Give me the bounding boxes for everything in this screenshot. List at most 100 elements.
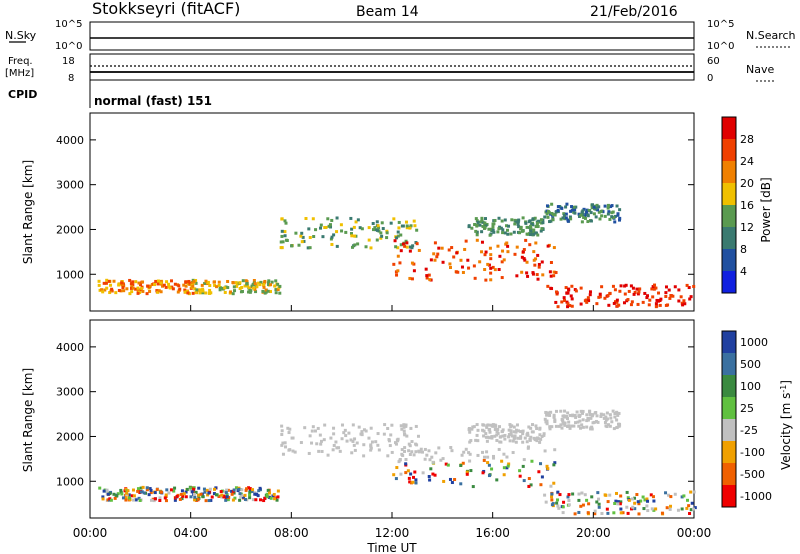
scatter-mark <box>647 303 651 307</box>
scatter-mark <box>163 496 167 500</box>
scatter-mark <box>587 299 591 303</box>
scatter-mark <box>567 493 571 497</box>
scatter-mark <box>526 274 530 278</box>
scatter-mark <box>275 498 279 502</box>
scatter-mark <box>636 302 640 306</box>
scatter-mark <box>682 299 686 303</box>
scatter-mark <box>280 443 284 447</box>
scatter-mark <box>440 246 444 250</box>
scatter-mark <box>108 291 112 295</box>
scatter-mark <box>693 506 697 510</box>
scatter-mark <box>516 436 520 440</box>
scatter-mark <box>566 302 570 306</box>
scatter-mark <box>306 246 310 250</box>
scatter-mark <box>156 279 160 283</box>
scatter-mark <box>583 216 587 220</box>
scatter-mark <box>218 494 222 498</box>
scatter-mark <box>603 214 607 218</box>
scatter-mark <box>553 448 557 452</box>
scatter-mark <box>131 283 135 287</box>
scatter-mark <box>120 283 124 287</box>
scatter-mark <box>396 254 400 258</box>
scatter-mark <box>461 270 465 274</box>
scatter-mark <box>431 472 435 476</box>
scatter-mark <box>110 287 114 291</box>
scatter-mark <box>349 216 353 220</box>
scatter-mark <box>524 221 528 225</box>
scatter-mark <box>531 272 535 276</box>
scatter-mark <box>413 224 417 228</box>
scatter-mark <box>354 220 358 224</box>
scatter-mark <box>568 304 572 308</box>
scatter-mark <box>169 279 173 283</box>
scatter-mark <box>509 429 513 433</box>
scatter-mark <box>609 416 613 420</box>
scatter-mark <box>592 420 596 424</box>
scatter-mark <box>475 224 479 228</box>
power-colorbar-cell <box>722 161 736 183</box>
scatter-mark <box>553 420 557 424</box>
scatter-mark <box>595 302 599 306</box>
scatter-mark <box>536 253 540 257</box>
scatter-mark <box>351 439 355 443</box>
scatter-mark <box>550 498 554 502</box>
scatter-mark <box>482 458 486 462</box>
scatter-mark <box>206 493 210 497</box>
scatter-mark <box>101 497 105 501</box>
scatter-mark <box>116 492 120 496</box>
scatter-mark <box>658 303 662 307</box>
scatter-mark <box>456 270 460 274</box>
scatter-mark <box>421 450 425 454</box>
scatter-mark <box>595 500 599 504</box>
scatter-mark <box>496 428 500 432</box>
y-tick-label: 1000 <box>56 268 84 281</box>
scatter-mark <box>149 488 153 492</box>
scatter-mark <box>493 268 497 272</box>
scatter-mark <box>574 289 578 293</box>
scatter-mark <box>113 496 117 500</box>
scatter-mark <box>623 292 627 296</box>
scatter-mark <box>689 508 693 512</box>
scatter-mark <box>230 492 234 496</box>
scatter-mark <box>284 445 288 449</box>
scatter-mark <box>128 278 132 282</box>
scatter-mark <box>291 449 295 453</box>
scatter-mark <box>367 436 371 440</box>
scatter-mark <box>153 497 157 501</box>
scatter-mark <box>489 278 493 282</box>
scatter-mark <box>615 204 619 208</box>
scatter-mark <box>548 413 552 417</box>
scatter-mark <box>193 498 197 502</box>
scatter-mark <box>225 488 229 492</box>
scatter-mark <box>399 243 403 247</box>
scatter-mark <box>483 253 487 257</box>
scatter-mark <box>269 496 273 500</box>
scatter-mark <box>575 410 579 414</box>
scatter-mark <box>136 289 140 293</box>
scatter-mark <box>654 305 658 309</box>
scatter-mark <box>597 502 601 506</box>
scatter-mark <box>360 433 364 437</box>
scatter-mark <box>404 239 408 243</box>
scatter-mark <box>585 210 589 214</box>
scatter-mark <box>127 496 131 500</box>
scatter-mark <box>431 460 435 464</box>
scatter-mark <box>598 295 602 299</box>
scatter-mark <box>498 225 502 229</box>
scatter-mark <box>389 433 393 437</box>
scatter-mark <box>556 490 560 494</box>
scatter-mark <box>243 284 247 288</box>
scatter-mark <box>569 209 573 213</box>
scatter-mark <box>501 428 505 432</box>
scatter-mark <box>240 488 244 492</box>
scatter-mark <box>192 279 196 283</box>
velocity-colorbar-tick: 500 <box>740 358 761 371</box>
scatter-mark <box>452 255 456 259</box>
scatter-mark <box>425 453 429 457</box>
scatter-mark <box>616 212 620 216</box>
scatter-mark <box>392 262 396 266</box>
scatter-mark <box>497 267 501 271</box>
scatter-mark <box>467 224 471 228</box>
scatter-mark <box>261 289 265 293</box>
scatter-mark <box>636 500 640 504</box>
